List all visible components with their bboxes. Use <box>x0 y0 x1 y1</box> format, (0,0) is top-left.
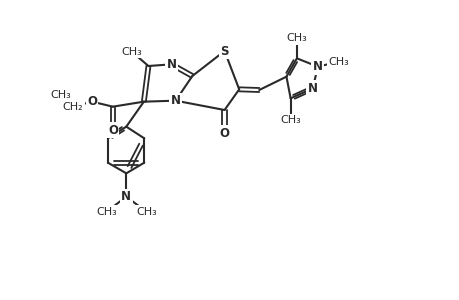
Text: N: N <box>170 94 180 107</box>
Text: O: O <box>219 127 229 140</box>
Text: CH₃: CH₃ <box>328 57 348 67</box>
Text: N: N <box>307 82 317 95</box>
Text: N: N <box>121 190 131 203</box>
Text: CH₃: CH₃ <box>121 47 142 57</box>
Text: CH₃: CH₃ <box>96 207 117 217</box>
Text: CH₃: CH₃ <box>280 115 300 125</box>
Text: O: O <box>108 124 118 136</box>
Text: O: O <box>87 95 97 108</box>
Text: S: S <box>220 44 228 58</box>
Text: CH₃: CH₃ <box>50 90 71 100</box>
Text: N: N <box>312 60 322 73</box>
Text: CH₃: CH₃ <box>286 33 307 43</box>
Text: CH₃: CH₃ <box>136 207 157 217</box>
Text: N: N <box>166 58 176 71</box>
Text: CH₂: CH₂ <box>63 102 84 112</box>
